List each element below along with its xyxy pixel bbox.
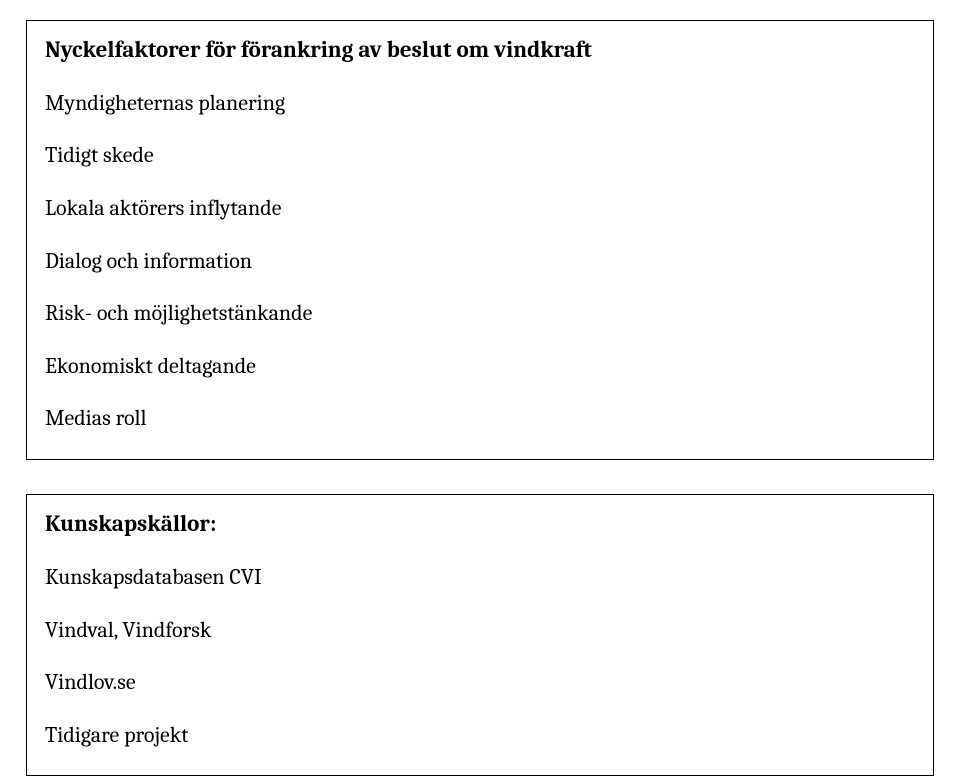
page: Nyckelfaktorer för förankring av beslut … xyxy=(0,0,960,689)
list-item: Kunskapsdatabasen CVI xyxy=(45,563,915,592)
list-item: Ekonomiskt deltagande xyxy=(45,352,915,381)
list-item: Medias roll xyxy=(45,404,915,433)
sources-box: Kunskapskällor: Kunskapsdatabasen CVI Vi… xyxy=(26,494,934,776)
sources-heading: Kunskapskällor: xyxy=(45,509,915,539)
list-item: Vindlov.se xyxy=(45,668,915,697)
list-item: Dialog och information xyxy=(45,247,915,276)
list-item: Lokala aktörers inflytande xyxy=(45,194,915,223)
list-item: Myndigheternas planering xyxy=(45,89,915,118)
list-item: Vindval, Vindforsk xyxy=(45,616,915,645)
list-item: Tidigt skede xyxy=(45,141,915,170)
key-factors-box: Nyckelfaktorer för förankring av beslut … xyxy=(26,20,934,460)
key-factors-heading: Nyckelfaktorer för förankring av beslut … xyxy=(45,35,915,65)
list-item: Risk- och möjlighetstänkande xyxy=(45,299,915,328)
list-item: Tidigare projekt xyxy=(45,721,915,750)
